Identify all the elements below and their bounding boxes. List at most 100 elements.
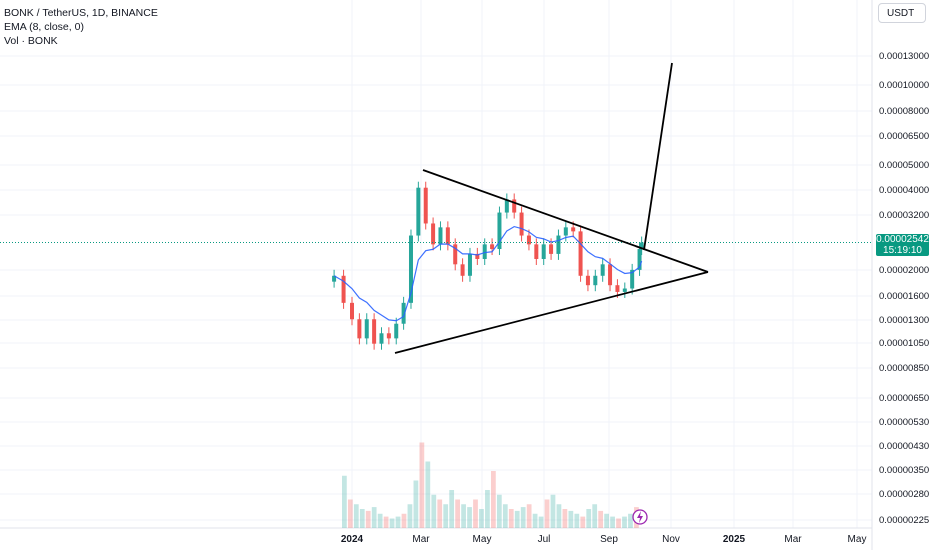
candle-body <box>482 244 487 259</box>
candle-body <box>608 264 613 286</box>
y-tick-label: 0.00006500 <box>879 131 929 142</box>
candle-body <box>416 187 421 236</box>
legend-volume[interactable]: Vol · BONK <box>4 35 58 47</box>
volume-bar <box>419 442 425 528</box>
volume-bar <box>610 516 615 528</box>
chart-legend: BONK / TetherUS, 1D, BINANCE EMA (8, clo… <box>4 6 158 48</box>
candle-body <box>504 199 509 213</box>
candle-body <box>357 319 362 339</box>
candle-body <box>364 319 369 339</box>
volume-bar <box>628 513 633 528</box>
volume-bar <box>431 494 437 528</box>
volume-bar <box>485 490 490 528</box>
candle-body <box>438 227 443 245</box>
x-tick-label: Mar <box>412 534 430 545</box>
volume-bar <box>526 504 532 528</box>
candle-body <box>637 249 642 270</box>
volume-bar <box>574 513 580 528</box>
x-tick-label: Jul <box>538 534 551 545</box>
volume-bar <box>508 509 514 528</box>
candle-body <box>372 319 377 344</box>
ema-line <box>333 225 643 322</box>
breakout-projection-line <box>643 62 673 251</box>
candle-body <box>549 244 554 254</box>
candle-body <box>423 187 428 224</box>
candle-body <box>512 199 517 213</box>
currency-button[interactable]: USDT <box>878 3 926 23</box>
candle-body <box>386 333 391 339</box>
x-tick-label: May <box>473 534 492 545</box>
y-tick-label: 0.00003200 <box>879 210 929 221</box>
last-price-countdown: 15:19:10 <box>883 245 922 256</box>
candle-body <box>497 212 502 250</box>
volume-bar <box>616 518 621 528</box>
volume-bar <box>353 504 359 528</box>
candle-body <box>453 244 458 265</box>
volume-bar <box>544 499 550 528</box>
y-tick-label: 0.00004000 <box>879 185 929 196</box>
volume-bar <box>359 509 365 528</box>
legend-symbol[interactable]: BONK / TetherUS, 1D, BINANCE <box>4 7 158 19</box>
y-tick-label: 0.00001600 <box>879 291 929 302</box>
y-tick-label: 0.00000850 <box>879 363 929 374</box>
volume-bar <box>347 499 353 528</box>
volume-bar <box>514 510 520 528</box>
volume-bar <box>401 513 407 528</box>
y-tick-label: 0.00010000 <box>879 80 929 91</box>
candle-body <box>401 302 406 324</box>
y-tick-label: 0.00001050 <box>879 338 929 349</box>
y-tick-label: 0.00000350 <box>879 465 929 476</box>
y-tick-label: 0.00013000 <box>879 51 929 62</box>
candle-body <box>431 223 436 245</box>
y-tick-label: 0.00001300 <box>879 315 929 326</box>
x-tick-label: 2025 <box>723 534 746 545</box>
volume-bar <box>407 504 413 528</box>
candle-body <box>593 275 598 286</box>
y-tick-label: 0.00002000 <box>879 265 929 276</box>
y-tick-label: 0.00008000 <box>879 106 929 117</box>
volume-bar <box>532 513 538 528</box>
volume-bar <box>425 461 431 528</box>
candle-body <box>615 285 620 292</box>
x-tick-label: Sep <box>600 534 618 545</box>
volume-bar <box>502 504 508 528</box>
candle-body <box>341 275 346 303</box>
volume-bar <box>622 516 627 528</box>
x-tick-label: Mar <box>784 534 802 545</box>
candle-body <box>541 244 546 259</box>
volume-bar <box>461 504 466 528</box>
x-tick-label: May <box>848 534 867 545</box>
candle-body <box>350 302 354 320</box>
volume-bar <box>437 499 443 528</box>
candle-body <box>578 231 583 276</box>
candle-body <box>490 244 495 250</box>
volume-bar <box>455 499 460 528</box>
candle-body <box>563 227 568 236</box>
y-tick-label: 0.00005000 <box>879 160 929 171</box>
volume-bar <box>383 516 389 528</box>
volume-bar <box>520 507 526 528</box>
candle-body <box>332 275 337 282</box>
volume-bar <box>491 471 496 528</box>
candle-body <box>600 264 605 276</box>
x-tick-label: Nov <box>662 534 680 545</box>
volume-bar <box>598 510 604 528</box>
legend-ema[interactable]: EMA (8, close, 0) <box>4 21 84 33</box>
volume-bar <box>389 518 395 528</box>
lightning-bolt-icon <box>637 511 643 523</box>
volume-bar <box>586 509 592 528</box>
y-tick-label: 0.00000225 <box>879 515 929 526</box>
volume-bar <box>568 510 574 528</box>
volume-bar <box>342 475 347 528</box>
volume-bar <box>413 480 419 528</box>
x-tick-label: 2024 <box>341 534 364 545</box>
volume-bar <box>449 490 455 528</box>
candle-body <box>408 235 413 303</box>
volume-bar <box>580 516 586 528</box>
last-price-tag: 0.00002542 15:19:10 <box>876 234 929 256</box>
volume-bar <box>538 516 544 528</box>
candle-body <box>475 253 480 259</box>
volume-bar <box>562 509 568 528</box>
